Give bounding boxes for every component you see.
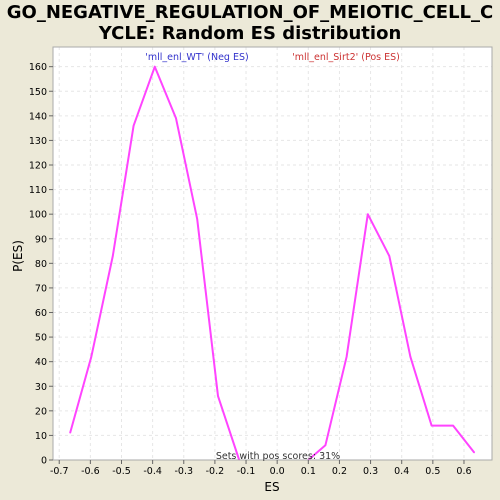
data-point (196, 218, 198, 220)
data-point (90, 356, 92, 358)
y-tick-label: 130 (29, 136, 47, 147)
y-tick-label: 120 (29, 161, 47, 172)
data-point (324, 444, 327, 446)
x-tick-label: -0.2 (206, 466, 225, 477)
data-point (473, 452, 475, 454)
y-tick-label: 0 (41, 456, 47, 467)
data-point (452, 424, 454, 427)
y-tick-label: 60 (35, 308, 47, 319)
x-tick-label: -0.3 (174, 466, 193, 477)
y-tick-label: 40 (35, 357, 47, 368)
data-point (388, 255, 390, 257)
legend-entry-pos-es: 'mll_enl_Sirt2' (Pos ES) (292, 52, 400, 63)
y-tick-label: 20 (35, 406, 47, 417)
data-point (69, 432, 71, 434)
data-point (346, 356, 348, 358)
data-point (175, 117, 177, 119)
y-tick-label: 160 (29, 62, 47, 73)
plot-area (53, 47, 492, 460)
y-axis-ticks: 0 10 20 30 40 50 60 70 80 90 100 110 120 130 140 150 160 (29, 62, 53, 467)
data-point (367, 213, 369, 215)
plot-border (52, 46, 493, 461)
data-point (133, 125, 135, 127)
y-tick-label: 140 (29, 111, 47, 122)
x-tick-label: 0.6 (456, 466, 471, 477)
x-tick-label: -0.7 (50, 466, 69, 477)
y-tick-label: 70 (35, 283, 47, 294)
chart-title-line-1: GO_NEGATIVE_REGULATION_OF_MEIOTIC_CELL_C (6, 2, 494, 23)
x-tick-label: -0.1 (237, 466, 256, 477)
y-tick-label: 10 (35, 431, 47, 442)
legend-entry-neg-es: 'mll_enl_WT' (Neg ES) (145, 52, 248, 63)
x-tick-label: -0.5 (112, 466, 131, 477)
x-axis-ticks: -0.7 -0.6 -0.5 -0.4 -0.3 -0.2 -0.1 0.0 0.1 0.2 0.3… (50, 460, 472, 477)
y-tick-label: 100 (29, 210, 47, 221)
chart-title-line-2: YCLE: Random ES distribution (98, 23, 402, 44)
y-tick-label: 30 (35, 382, 47, 393)
x-tick-label: 0.3 (363, 466, 378, 477)
data-point (112, 255, 114, 257)
y-tick-label: 110 (29, 185, 47, 196)
data-point (430, 424, 433, 427)
x-axis-label: ES (264, 480, 279, 494)
x-tick-label: 0.0 (270, 466, 285, 477)
y-tick-label: 80 (35, 259, 47, 270)
y-axis-label: P(ES) (11, 240, 25, 272)
x-tick-label: 0.4 (394, 466, 409, 477)
data-point (217, 395, 219, 397)
y-tick-label: 50 (35, 333, 47, 344)
y-tick-label: 90 (35, 234, 47, 245)
x-tick-label: 0.1 (301, 466, 316, 477)
x-tick-label: 0.2 (332, 466, 347, 477)
x-tick-label: 0.5 (425, 466, 440, 477)
data-point (154, 66, 156, 68)
x-tick-label: -0.6 (81, 466, 100, 477)
y-tick-label: 150 (29, 87, 47, 98)
data-point (409, 356, 412, 358)
x-tick-label: -0.4 (143, 466, 162, 477)
pos-scores-annotation: Sets with pos scores: 31% (216, 451, 340, 462)
